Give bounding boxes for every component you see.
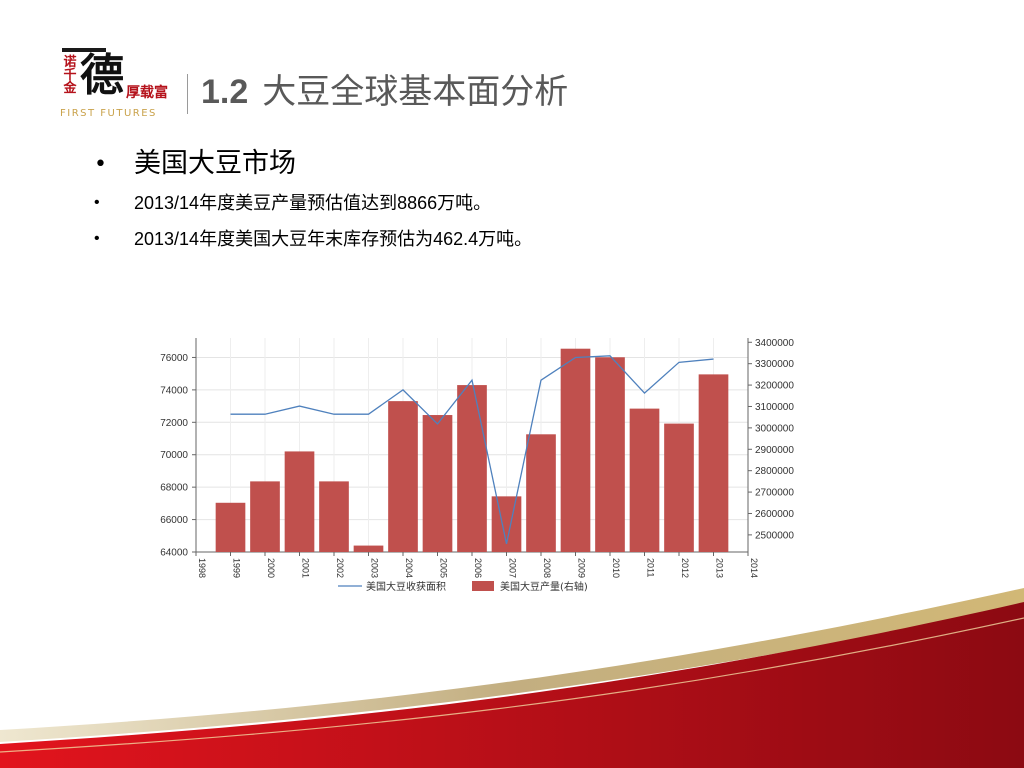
title-text: 大豆全球基本面分析 <box>262 72 569 112</box>
bullet-dot: • <box>94 194 100 211</box>
logo-big-char: 德 <box>80 50 124 101</box>
bar <box>526 434 556 552</box>
x-tick-label: 2012 <box>680 558 690 578</box>
page-title: 1.2 大豆全球基本面分析 <box>201 64 568 113</box>
bar <box>629 408 660 552</box>
bullet-list: • 美国大豆市场 • 2013/14年度美豆产量预估值达到8866万吨。 • 2… <box>94 146 974 262</box>
company-logo: 诺千金 德 厚载富 FIRST FUTURES <box>58 44 198 124</box>
y-tick-label-left: 66000 <box>160 515 188 526</box>
logo-english: FIRST FUTURES <box>60 108 157 119</box>
swoosh-highlight <box>0 617 1024 753</box>
x-tick-label: 2014 <box>749 558 759 578</box>
bar <box>422 415 453 552</box>
bullet-item: • 美国大豆市场 <box>94 146 974 182</box>
bar <box>664 423 694 552</box>
y-tick-label-left: 72000 <box>160 418 188 429</box>
logo-bar <box>62 48 106 52</box>
bar <box>698 374 729 552</box>
bullet-item: • 2013/14年度美国大豆年末库存预估为462.4万吨。 <box>94 226 974 252</box>
bar <box>457 385 487 552</box>
legend-label: 美国大豆产量(右轴) <box>500 580 588 593</box>
bar <box>353 545 384 552</box>
x-tick-label: 2011 <box>646 558 656 577</box>
bullet-text: 2013/14年度美国大豆年末库存预估为462.4万吨。 <box>134 229 533 249</box>
x-tick-label: 2002 <box>335 558 345 578</box>
bar <box>388 401 418 552</box>
bullet-dot: • <box>94 230 100 247</box>
bullet-item: • 2013/14年度美豆产量预估值达到8866万吨。 <box>94 190 974 216</box>
logo-small-chars: 诺千金 <box>63 55 77 96</box>
y-tick-label-right: 2800000 <box>755 466 794 477</box>
x-tick-label: 2003 <box>370 558 380 578</box>
x-tick-label: 2009 <box>577 558 587 578</box>
series-line <box>230 355 714 545</box>
x-tick-label: 2007 <box>508 558 518 578</box>
bullet-text: 2013/14年度美豆产量预估值达到8866万吨。 <box>134 193 492 213</box>
x-tick-label: 2000 <box>266 558 276 578</box>
legend-label: 美国大豆收获面积 <box>366 580 446 593</box>
y-tick-label-right: 3400000 <box>755 338 794 349</box>
y-tick-label-right: 3200000 <box>755 381 794 392</box>
x-tick-label: 1999 <box>232 558 242 578</box>
title-number: 1.2 <box>201 73 249 111</box>
y-tick-label-left: 64000 <box>160 548 188 559</box>
y-tick-label-left: 68000 <box>160 483 188 494</box>
y-tick-label-left: 70000 <box>160 450 188 461</box>
bar <box>250 481 280 552</box>
y-tick-label-right: 3000000 <box>755 423 794 434</box>
gold-swoosh <box>0 588 1024 742</box>
x-tick-label: 2006 <box>473 558 483 578</box>
bar <box>284 451 315 552</box>
title-divider <box>187 74 188 114</box>
x-tick-label: 2013 <box>715 558 725 578</box>
y-tick-label-right: 2600000 <box>755 509 794 520</box>
y-tick-label-right: 3300000 <box>755 359 794 370</box>
x-tick-label: 2001 <box>301 558 311 578</box>
bullet-text: 美国大豆市场 <box>134 148 296 179</box>
x-tick-label: 2010 <box>611 558 621 578</box>
y-tick-label-right: 2700000 <box>755 488 794 499</box>
bar <box>595 357 625 552</box>
y-tick-label-right: 3100000 <box>755 402 794 413</box>
bar <box>560 348 591 552</box>
red-swoosh <box>0 602 1024 768</box>
y-tick-label-left: 74000 <box>160 385 188 396</box>
logo-slogan: 厚载富 <box>126 85 168 101</box>
x-tick-label: 1998 <box>197 558 207 578</box>
y-tick-label-left: 76000 <box>160 353 188 364</box>
x-tick-label: 2005 <box>439 558 449 578</box>
x-tick-label: 2004 <box>404 558 414 578</box>
bar <box>215 502 246 552</box>
y-tick-label-right: 2900000 <box>755 445 794 456</box>
legend-bar-swatch <box>472 581 494 591</box>
x-tick-label: 2008 <box>542 558 552 578</box>
bar <box>319 481 349 552</box>
bullet-dot: • <box>94 152 107 177</box>
y-tick-label-right: 2500000 <box>755 530 794 541</box>
